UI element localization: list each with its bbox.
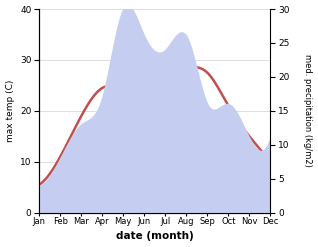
Y-axis label: max temp (C): max temp (C) xyxy=(5,80,15,142)
X-axis label: date (month): date (month) xyxy=(116,231,194,242)
Y-axis label: med. precipitation (kg/m2): med. precipitation (kg/m2) xyxy=(303,54,313,167)
